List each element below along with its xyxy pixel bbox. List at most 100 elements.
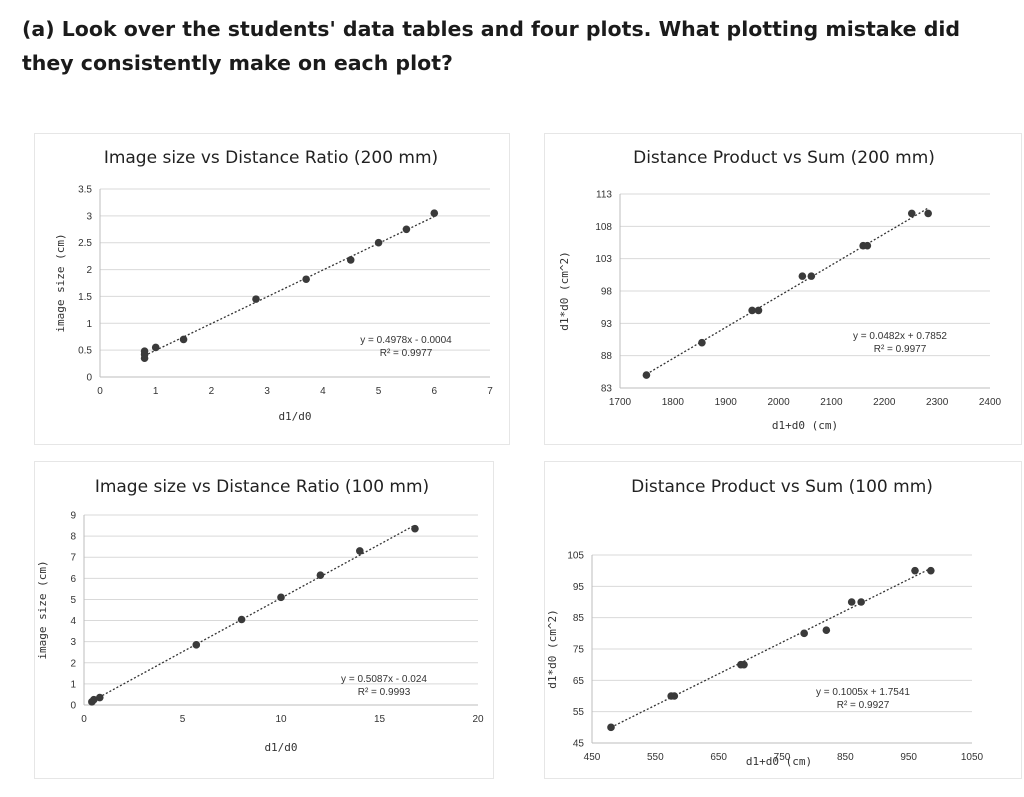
x-tick-label: 10	[275, 714, 287, 725]
chart-panel-3: Image size vs Distance Ratio (100 mm) 0 1 2…	[34, 461, 494, 779]
x-tick-label: 15	[374, 714, 386, 725]
trendline-equation: y = 0.1005x + 1.7541	[816, 687, 910, 698]
y-tick-label: 95	[573, 582, 585, 593]
chart-svg: Image size vs Distance Ratio (100 mm) 0 1 2…	[34, 461, 494, 779]
y-tick-label: 5	[70, 595, 76, 606]
x-tick-label: 2200	[873, 397, 896, 408]
y-tick-label: 105	[567, 551, 584, 562]
x-tick-label: 2300	[926, 397, 949, 408]
y-axis-label: d1*d0 (cm^2)	[546, 609, 559, 688]
data-point	[927, 566, 935, 575]
y-tick-label: 93	[601, 319, 613, 330]
x-tick-label: 7	[487, 386, 493, 397]
x-tick-label: 850	[837, 752, 854, 763]
y-tick-label: 6	[70, 574, 76, 585]
data-point	[754, 306, 763, 315]
x-axis-label: d1+d0 (cm)	[772, 419, 838, 432]
data-point	[430, 209, 439, 217]
x-tick-label: 2100	[820, 397, 843, 408]
x-axis-label: d1/d0	[278, 410, 311, 423]
data-point	[374, 238, 383, 247]
data-point	[346, 256, 355, 264]
y-tick-label: 83	[601, 384, 613, 395]
chart-panel-1: Image size vs Distance Ratio (200 mm) 0 0.…	[34, 133, 510, 445]
chart-svg: Distance Product vs Sum (200 mm) 83 88 93 98…	[544, 133, 1022, 445]
x-tick-label: 3	[264, 386, 270, 397]
r-squared-label: R² = 0.9977	[380, 348, 433, 359]
y-tick-label: 0	[86, 373, 92, 384]
trendline	[91, 524, 416, 702]
data-point	[924, 209, 932, 218]
y-tick-label: 55	[573, 707, 585, 718]
chart-frame	[34, 461, 494, 779]
chart-title: Distance Product vs Sum (200 mm)	[633, 148, 935, 168]
y-tick-label: 65	[573, 676, 585, 687]
trendline	[646, 207, 929, 375]
trendline	[144, 216, 435, 357]
x-axis-label: d1/d0	[264, 741, 297, 754]
y-tick-label: 1	[86, 319, 92, 330]
y-tick-label: 3	[86, 211, 92, 222]
data-point	[302, 275, 310, 284]
x-tick-label: 1700	[609, 397, 632, 408]
x-tick-label: 6	[432, 386, 438, 397]
data-point	[800, 629, 808, 638]
y-tick-label: 8	[70, 532, 76, 543]
y-tick-label: 88	[601, 351, 613, 362]
data-point	[402, 225, 411, 234]
y-axis-label: image size (cm)	[36, 560, 49, 659]
chart-panel-4: Distance Product vs Sum (100 mm) 45 55 65 75…	[544, 461, 1022, 779]
x-tick-label: 1050	[961, 752, 984, 763]
chart-title: Image size vs Distance Ratio (100 mm)	[95, 477, 429, 497]
chart-svg: Image size vs Distance Ratio (200 mm) 0 0.…	[34, 133, 510, 445]
x-tick-label: 4	[320, 386, 326, 397]
data-point	[798, 272, 807, 280]
y-tick-label: 113	[596, 190, 612, 201]
data-point	[277, 593, 285, 602]
data-point	[140, 347, 149, 356]
x-tick-label: 0	[97, 386, 103, 397]
x-tick-label: 1900	[715, 397, 738, 408]
trendline-equation: y = 0.5087x - 0.024	[341, 674, 427, 685]
y-tick-label: 98	[601, 287, 613, 298]
x-tick-label: 2000	[767, 397, 790, 408]
y-tick-label: 108	[595, 222, 612, 233]
data-point	[411, 524, 419, 533]
question-text: (a) Look over the students' data tables …	[22, 17, 961, 75]
y-tick-label: 2	[86, 265, 92, 276]
y-tick-label: 45	[573, 739, 585, 750]
y-tick-label: 3	[70, 637, 76, 648]
x-tick-label: 2	[209, 386, 215, 397]
y-tick-label: 4	[70, 616, 76, 627]
trendline	[610, 567, 932, 728]
chart-panel-2: Distance Product vs Sum (200 mm) 83 88 93 98…	[544, 133, 1022, 445]
data-point	[642, 371, 651, 379]
y-tick-label: 0.5	[78, 346, 92, 357]
x-tick-label: 1800	[662, 397, 685, 408]
x-tick-label: 5	[376, 386, 382, 397]
x-tick-label: 2400	[979, 397, 1002, 408]
data-point	[807, 272, 816, 280]
x-tick-label: 450	[584, 752, 601, 763]
data-point	[316, 571, 325, 579]
y-tick-label: 75	[573, 645, 585, 656]
r-squared-label: R² = 0.9993	[358, 687, 411, 698]
data-point	[698, 338, 706, 347]
trendline-equation: y = 0.4978x - 0.0004	[360, 335, 452, 346]
y-tick-label: 2	[70, 658, 76, 669]
trendline-equation: y = 0.0482x + 0.7852	[853, 331, 947, 342]
data-point	[857, 598, 865, 606]
x-tick-label: 650	[710, 752, 727, 763]
chart-title: Image size vs Distance Ratio (200 mm)	[104, 148, 438, 168]
r-squared-label: R² = 0.9977	[874, 344, 927, 355]
y-tick-label: 1.5	[78, 292, 92, 303]
x-tick-label: 1	[153, 386, 159, 397]
x-tick-label: 750	[774, 752, 791, 763]
data-point	[252, 295, 260, 303]
x-tick-label: 5	[180, 714, 186, 725]
data-point	[847, 598, 856, 606]
chart-frame	[544, 133, 1022, 445]
y-tick-label: 2.5	[78, 238, 92, 249]
chart-title: Distance Product vs Sum (100 mm)	[631, 477, 933, 497]
data-point	[151, 343, 160, 352]
